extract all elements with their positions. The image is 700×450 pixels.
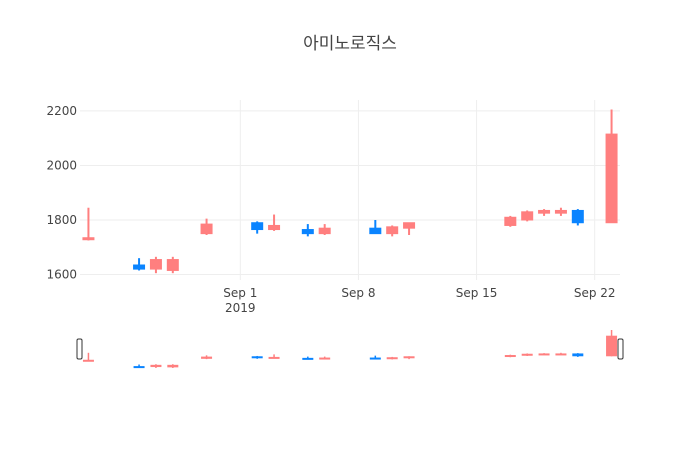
candle-body	[571, 209, 584, 224]
candle-body	[149, 259, 162, 270]
slider-candle-body	[606, 335, 618, 357]
candle-2019-08-28[interactable]	[166, 256, 179, 274]
y-tick-label: 2200	[46, 104, 77, 118]
candle-body	[200, 223, 213, 235]
slider-candle-body	[150, 364, 162, 368]
x-tick-label: Sep 8	[341, 286, 375, 300]
x-tick-label: Sep 15	[456, 286, 498, 300]
y-tick-label: 2000	[46, 158, 77, 172]
candle-2019-09-06[interactable]	[318, 224, 331, 235]
candle-2019-08-30[interactable]	[200, 218, 213, 235]
candle-2019-09-18[interactable]	[521, 210, 534, 222]
y-tick-label: 1800	[46, 213, 77, 227]
slider-candle-body	[133, 366, 145, 369]
slider-candle-body	[201, 356, 213, 359]
slider-candle-body	[403, 356, 415, 359]
candle-2019-08-27[interactable]	[149, 256, 162, 274]
slider-candle	[251, 355, 263, 359]
y-tick-label: 1600	[46, 268, 77, 282]
slider-candle	[386, 356, 398, 360]
slider-candle	[150, 364, 162, 368]
candles[interactable]	[82, 109, 618, 274]
candle-2019-09-03[interactable]	[268, 214, 281, 231]
slider-candle	[572, 353, 584, 357]
slider-candle-body	[302, 357, 314, 360]
candle-body	[133, 264, 146, 270]
range-slider-right-handle[interactable]	[617, 338, 624, 360]
slider-candle-body	[555, 353, 567, 356]
candle-2019-09-23[interactable]	[605, 109, 618, 224]
range-slider[interactable]	[76, 330, 624, 369]
candle-2019-09-21[interactable]	[571, 209, 584, 226]
candle-2019-09-02[interactable]	[251, 221, 264, 234]
candle-body	[251, 222, 264, 231]
candle-body	[268, 224, 281, 231]
candle-2019-08-26[interactable]	[133, 258, 146, 271]
candle-body	[605, 133, 618, 224]
x-tick-label: Sep 22	[574, 286, 616, 300]
slider-candle-body	[167, 364, 179, 368]
slider-candle	[555, 352, 567, 356]
candle-2019-09-17[interactable]	[504, 215, 517, 227]
slider-candle	[82, 352, 94, 362]
candle-body	[82, 237, 95, 241]
slider-candle	[201, 355, 213, 360]
slider-candle	[133, 364, 145, 369]
slider-candle-body	[82, 359, 94, 362]
candle-body	[538, 209, 551, 214]
slider-candle-body	[504, 355, 516, 358]
candle-body	[166, 259, 179, 271]
candle-2019-09-19[interactable]	[538, 209, 551, 216]
candle-body	[318, 227, 331, 235]
candle-body	[504, 216, 517, 226]
x-tick-label: Sep 1	[223, 286, 257, 300]
slider-candle	[319, 356, 331, 360]
candle-2019-09-11[interactable]	[403, 222, 416, 235]
slider-candle	[403, 356, 415, 360]
slider-candle-body	[268, 356, 280, 359]
candle-2019-09-10[interactable]	[386, 225, 399, 237]
slider-candle	[538, 353, 550, 356]
candle-2019-09-09[interactable]	[369, 220, 382, 235]
slider-candle	[302, 356, 314, 360]
slider-candle	[167, 364, 179, 368]
candle-2019-08-23[interactable]	[82, 207, 95, 241]
slider-candle	[606, 330, 618, 357]
candle-body	[554, 209, 567, 214]
slider-candle-body	[251, 356, 263, 359]
slider-candle-body	[319, 357, 331, 360]
slider-candle-body	[369, 357, 381, 360]
y-axis: 1600 1800 2000 2200	[46, 104, 77, 282]
slider-candle-body	[386, 357, 398, 360]
candle-body	[301, 229, 314, 235]
slider-candle-body	[572, 353, 584, 357]
candle-body	[386, 226, 399, 235]
candle-body	[369, 227, 382, 235]
grid-lines	[80, 100, 620, 280]
slider-candle	[521, 353, 533, 356]
slider-candle-body	[521, 353, 533, 356]
chart-title: 아미노로직스	[303, 34, 397, 54]
x-tick-year-label: 2019	[225, 301, 256, 315]
slider-candle	[268, 354, 280, 359]
slider-candle-body	[538, 353, 550, 356]
range-slider-left-handle[interactable]	[76, 338, 83, 360]
candle-2019-09-20[interactable]	[554, 207, 567, 216]
slider-candle	[369, 355, 381, 360]
candle-body	[521, 211, 534, 221]
candle-body	[403, 222, 416, 229]
candle-2019-09-05[interactable]	[301, 224, 314, 237]
slider-candle	[504, 354, 516, 358]
